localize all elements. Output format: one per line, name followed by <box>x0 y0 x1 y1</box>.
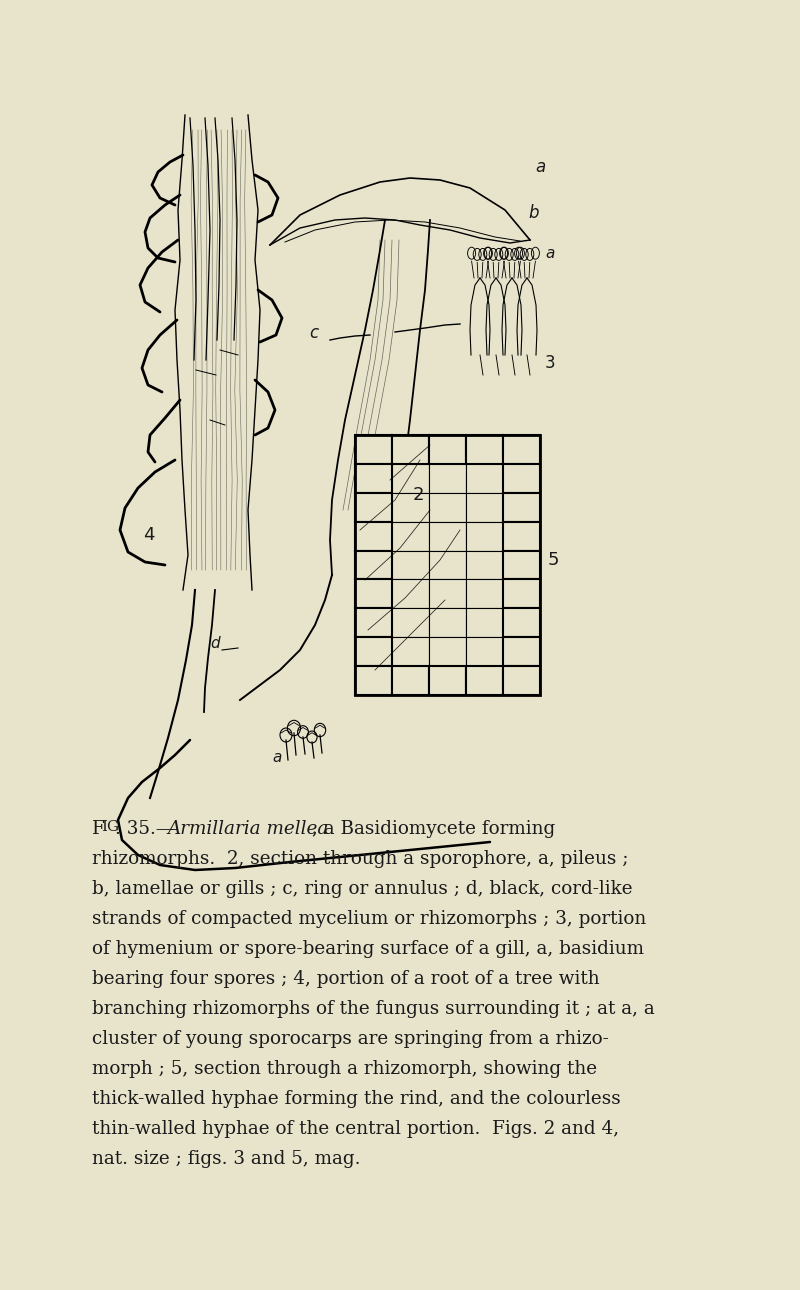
Text: c: c <box>309 324 318 342</box>
Bar <box>429 579 466 609</box>
Bar <box>355 435 392 464</box>
Text: strands of compacted mycelium or rhizomorphs ; 3, portion: strands of compacted mycelium or rhizomo… <box>92 909 646 928</box>
Bar <box>429 464 466 493</box>
Bar <box>503 609 540 637</box>
Bar <box>503 579 540 609</box>
Text: 4: 4 <box>143 526 155 544</box>
Bar <box>355 551 392 579</box>
Bar <box>355 579 392 609</box>
Text: a: a <box>535 157 546 175</box>
Bar <box>503 551 540 579</box>
Bar <box>355 464 392 493</box>
Bar <box>392 493 429 521</box>
Text: d: d <box>210 636 220 651</box>
Text: branching rhizomorphs of the fungus surrounding it ; at a, a: branching rhizomorphs of the fungus surr… <box>92 1000 654 1018</box>
Bar <box>429 521 466 551</box>
Text: bearing four spores ; 4, portion of a root of a tree with: bearing four spores ; 4, portion of a ro… <box>92 970 600 988</box>
Bar <box>392 521 429 551</box>
Bar <box>355 493 392 521</box>
Bar <box>503 435 540 464</box>
Text: Armillaria mellea: Armillaria mellea <box>167 820 328 839</box>
Bar <box>355 521 392 551</box>
Text: a: a <box>272 749 282 765</box>
Bar <box>392 637 429 666</box>
Bar <box>503 464 540 493</box>
Bar <box>429 637 466 666</box>
Text: , a Basidiomycete forming: , a Basidiomycete forming <box>312 820 555 839</box>
Bar <box>466 493 503 521</box>
Text: thin-walled hyphae of the central portion.  Figs. 2 and 4,: thin-walled hyphae of the central portio… <box>92 1120 619 1138</box>
Bar <box>429 493 466 521</box>
Bar <box>355 435 540 695</box>
Text: b, lamellae or gills ; c, ring or annulus ; d, black, cord-like: b, lamellae or gills ; c, ring or annulu… <box>92 880 633 898</box>
Text: morph ; 5, section through a rhizomorph, showing the: morph ; 5, section through a rhizomorph,… <box>92 1060 597 1078</box>
Text: rhizomorphs.  2, section through a sporophore, a, pileus ;: rhizomorphs. 2, section through a sporop… <box>92 850 629 868</box>
Text: . 35.—: . 35.— <box>115 820 174 839</box>
Bar <box>355 609 392 637</box>
Bar <box>466 609 503 637</box>
Bar <box>466 637 503 666</box>
Text: F: F <box>92 820 105 839</box>
Bar <box>466 551 503 579</box>
Bar <box>466 666 503 695</box>
Text: 3: 3 <box>545 353 556 372</box>
Text: b: b <box>528 204 538 222</box>
Bar <box>503 493 540 521</box>
Bar <box>466 464 503 493</box>
Bar <box>429 551 466 579</box>
Text: a: a <box>545 246 554 261</box>
Bar <box>429 609 466 637</box>
Bar <box>392 551 429 579</box>
Text: IG: IG <box>101 820 119 835</box>
Bar <box>392 609 429 637</box>
Bar <box>429 435 466 464</box>
Bar <box>503 666 540 695</box>
Bar <box>503 637 540 666</box>
Bar <box>392 435 429 464</box>
Text: nat. size ; figs. 3 and 5, mag.: nat. size ; figs. 3 and 5, mag. <box>92 1149 361 1167</box>
Bar <box>355 666 392 695</box>
Bar <box>392 579 429 609</box>
Bar <box>503 521 540 551</box>
Text: of hymenium or spore-bearing surface of a gill, a, basidium: of hymenium or spore-bearing surface of … <box>92 940 644 958</box>
Bar <box>392 464 429 493</box>
Bar <box>466 579 503 609</box>
Text: thick-walled hyphae forming the rind, and the colourless: thick-walled hyphae forming the rind, an… <box>92 1090 621 1108</box>
Bar <box>466 435 503 464</box>
Text: 5: 5 <box>548 551 559 569</box>
Bar <box>355 637 392 666</box>
Bar <box>466 521 503 551</box>
Bar <box>429 666 466 695</box>
Bar <box>392 666 429 695</box>
Text: cluster of young sporocarps are springing from a rhizo-: cluster of young sporocarps are springin… <box>92 1029 609 1047</box>
Text: 2: 2 <box>412 486 424 504</box>
